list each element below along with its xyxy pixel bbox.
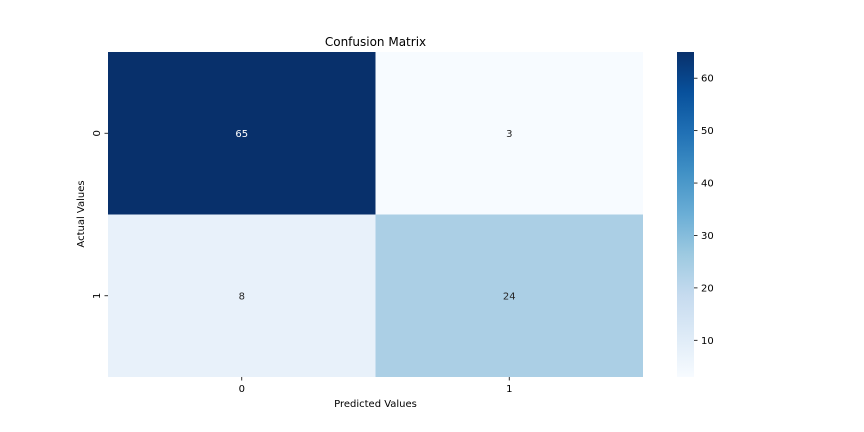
y-tick-label-0: 0 xyxy=(92,130,103,136)
cell-value-1-0: 8 xyxy=(239,291,245,302)
x-tick-label-0: 0 xyxy=(239,384,245,395)
colorbar-tick-label-4: 50 xyxy=(701,126,714,137)
chart-title: Confusion Matrix xyxy=(325,35,426,49)
cell-value-1-1: 24 xyxy=(503,291,516,302)
heatmap-cell-1-1 xyxy=(375,214,643,377)
heatmap-cell-0-1 xyxy=(375,52,643,215)
cell-value-0-1: 3 xyxy=(506,129,512,140)
colorbar-ticks: 10 20 30 40 50 60 xyxy=(694,74,714,347)
heatmap-cells xyxy=(108,52,643,377)
colorbar-tick-label-1: 20 xyxy=(701,283,714,294)
x-tick-label-1: 1 xyxy=(506,384,512,395)
colorbar-tick-label-3: 40 xyxy=(701,179,714,190)
colorbar-tick-label-0: 10 xyxy=(701,336,714,347)
y-axis-label: Actual Values xyxy=(76,180,87,247)
heatmap-cell-1-0 xyxy=(108,214,376,377)
y-tick-label-1: 1 xyxy=(92,293,103,299)
cell-annotations: 65 3 8 24 xyxy=(235,129,515,303)
x-axis-label: Predicted Values xyxy=(334,399,417,410)
colorbar-gradient xyxy=(677,52,694,377)
cell-value-0-0: 65 xyxy=(235,129,248,140)
colorbar: 10 20 30 40 50 60 xyxy=(677,52,714,377)
colorbar-tick-label-5: 60 xyxy=(701,74,714,85)
colorbar-tick-label-2: 30 xyxy=(701,231,714,242)
y-axis: 01 xyxy=(92,130,108,299)
heatmap-cell-0-0 xyxy=(108,52,376,215)
